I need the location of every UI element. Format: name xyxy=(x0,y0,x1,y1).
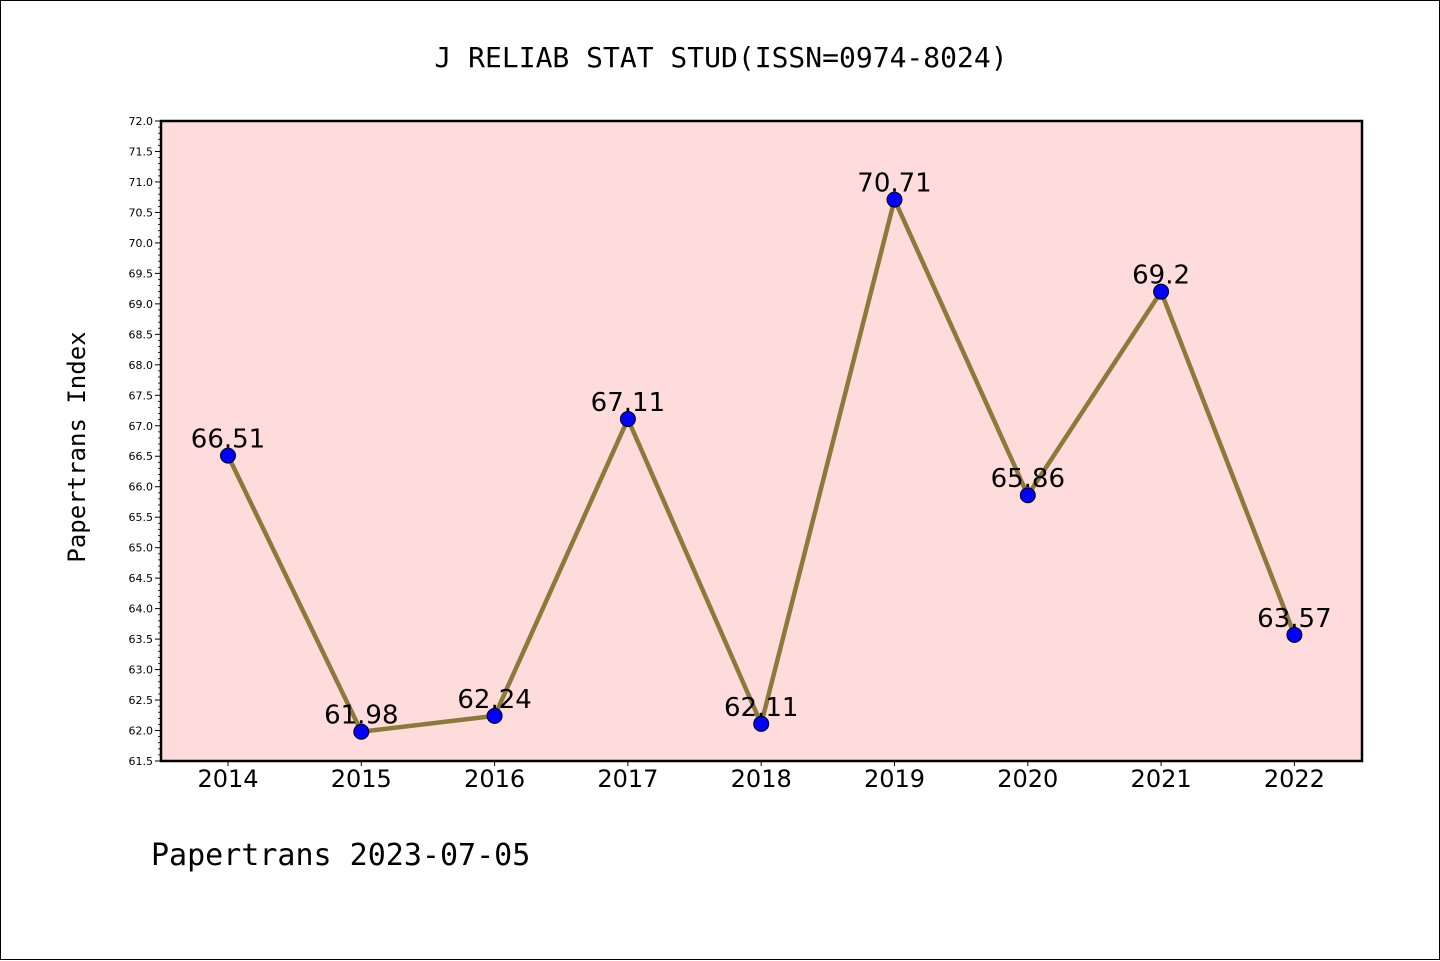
x-tick-label: 2018 xyxy=(731,765,792,793)
data-point xyxy=(353,723,370,740)
y-tick-label: 61.5 xyxy=(129,755,154,768)
data-label: 69.2 xyxy=(1132,261,1190,291)
data-label: 70.71 xyxy=(857,169,931,199)
data-label: 61.98 xyxy=(324,701,398,731)
plot-area xyxy=(159,119,1364,763)
y-tick-label: 67.0 xyxy=(129,420,154,433)
y-tick-label: 65.0 xyxy=(129,542,154,555)
data-label: 67.11 xyxy=(591,388,665,418)
data-label: 62.11 xyxy=(724,693,798,723)
y-tick-label: 66.0 xyxy=(129,481,154,494)
x-tick-label: 2015 xyxy=(331,765,392,793)
series-layer xyxy=(220,191,1303,740)
x-axis: 2014 2015 2016 2017 2018 2019 2020 2021 2022 xyxy=(197,761,1325,793)
y-tick-label: 64.5 xyxy=(129,572,154,585)
data-point xyxy=(1286,626,1303,643)
y-tick-label: 62.0 xyxy=(129,725,154,738)
y-tick-label: 64.0 xyxy=(129,603,154,616)
y-tick-label: 72.0 xyxy=(129,115,154,128)
y-tick-label: 68.5 xyxy=(129,328,154,341)
data-label-layer: 66.51 61.98 62.24 67.11 62.11 70.71 65.86 69.2 6… xyxy=(191,169,1332,731)
y-tick-label: 63.0 xyxy=(129,664,154,677)
footer-credit: Papertrans 2023-07-05 xyxy=(151,838,530,873)
x-tick-label: 2021 xyxy=(1131,765,1192,793)
chart-title: J RELIAB STAT STUD(ISSN=0974-8024) xyxy=(434,41,1007,74)
x-tick-label: 2022 xyxy=(1264,765,1325,793)
data-point xyxy=(753,715,770,732)
y-tick-label: 69.0 xyxy=(129,298,154,311)
data-point xyxy=(1019,487,1036,504)
data-point xyxy=(886,191,903,208)
y-tick-label: 65.5 xyxy=(129,511,154,524)
x-tick-label: 2016 xyxy=(464,765,525,793)
y-tick-label: 68.0 xyxy=(129,359,154,372)
data-point xyxy=(220,447,236,464)
x-tick-label: 2014 xyxy=(197,765,258,793)
x-tick-label: 2020 xyxy=(997,765,1058,793)
data-label: 62.24 xyxy=(457,685,531,715)
data-point xyxy=(486,707,503,724)
data-label: 66.51 xyxy=(191,425,265,455)
y-tick-label: 62.5 xyxy=(129,694,154,707)
data-label: 63.57 xyxy=(1257,604,1331,634)
y-tick-label: 63.5 xyxy=(129,633,154,646)
y-tick-label: 71.0 xyxy=(129,176,154,189)
y-tick-label: 66.5 xyxy=(129,450,154,463)
y-tick-label: 69.5 xyxy=(129,267,154,280)
x-tick-label: 2019 xyxy=(864,765,925,793)
x-tick-label: 2017 xyxy=(597,765,658,793)
data-point xyxy=(1153,283,1170,300)
y-axis: 61.5 62.0 62.5 63.0 63.5 64.0 64.5 65.0 65.5 66.0… xyxy=(129,115,161,768)
y-tick-label: 70.0 xyxy=(129,237,154,250)
y-axis-label: Papertrans Index xyxy=(63,331,91,562)
y-tick-label: 70.5 xyxy=(129,206,154,219)
y-tick-label: 71.5 xyxy=(129,145,154,158)
y-tick-label: 67.5 xyxy=(129,389,154,402)
data-point xyxy=(619,411,636,428)
data-label: 65.86 xyxy=(991,464,1065,494)
